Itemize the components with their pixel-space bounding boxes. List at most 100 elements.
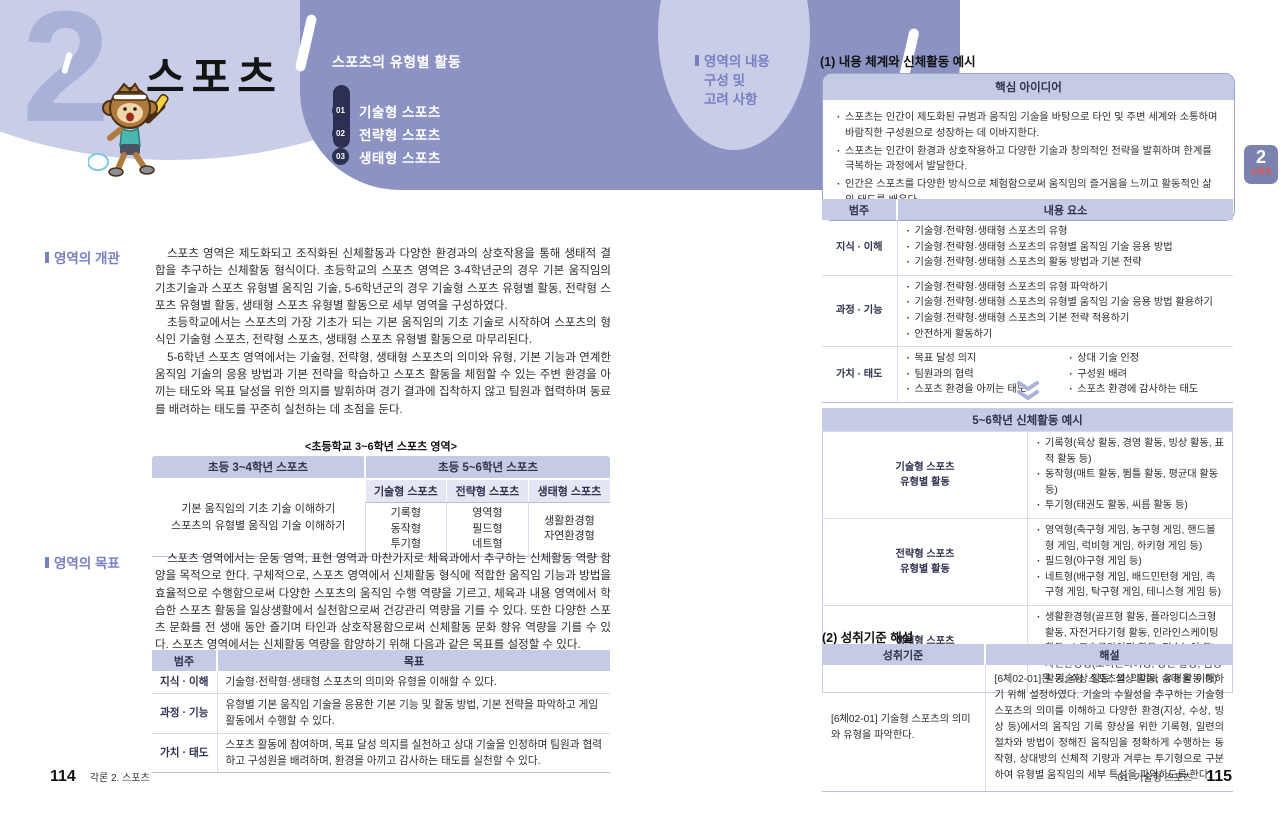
content-items-cell: 기술형·전략형·생태형 스포츠의 유형기술형·전략형·생태형 스포츠의 유형별 … [897,220,1233,276]
category-line: 기술형 스포츠 [895,461,955,473]
subsection-title-1: (1) 내용 체계와 신체활동 예시 [820,55,976,69]
table-cell-line: 영역형 [472,507,503,519]
overview-paragraphs: 스포츠 영역은 제도화되고 조직화된 신체활동과 다양한 환경과의 상호작용을 … [155,246,611,419]
activity-item: 동작형(매트 활동, 뜀틀 활동, 평균대 활동 등) [1036,467,1224,498]
section-heading-goal: 영역의 목표 [45,554,120,573]
mascot-monkey-illustration [88,82,169,177]
achievement-standards-table: 성취기준 해설 [6체02-01] 기술형 스포츠의 의미와 유형을 파악한다.… [822,644,1233,792]
content-item: 안전하게 활동하기 [906,327,1226,343]
subsection-title-2: (2) 성취기준 해설 [822,631,914,645]
category-cell: 가치 · 태도 [822,346,898,403]
category-cell: 지식 · 이해 [822,220,898,276]
category-line: 생태형 스포츠 [895,635,955,647]
category-line: 유형별 활동 [900,476,950,488]
activity-item: 네트형(배구형 게임, 배드민턴형 게임, 족구형 게임, 탁구형 게임, 테니… [1036,570,1224,601]
content-item: 기술형·전략형·생태형 스포츠의 유형 파악하기 [906,280,1226,296]
content-item: 구성원 배려 [1068,367,1225,383]
content-item: 팀원과의 협력 [906,367,1063,383]
area-table: 초등 3~4학년 스포츠 초등 5~6학년 스포츠 기본 움직임의 기초 기술 … [152,456,610,557]
table-row: 과정 · 기능 유형별 기본 움직임 기술을 응용한 기본 기능 및 활동 방법,… [152,693,610,734]
content-item: 스포츠 환경을 아끼는 태도 [906,382,1063,398]
content-item: 기술형·전략형·생태형 스포츠의 유형별 움직임 기술 응용 방법 [906,240,1226,256]
table-title: 5~6학년 신체활동 예시 [822,408,1233,432]
activity-item: 투기형(태권도 활동, 씨름 활동 등) [1036,498,1224,514]
content-item: 기술형·전략형·생태형 스포츠의 유형 [906,224,1226,240]
column-header: 범주 [152,650,218,671]
two-column-items: 목표 달성 의지팀원과의 협력스포츠 환경을 아끼는 태도상대 기술 인정구성원… [906,351,1226,398]
category-cell: 과정 · 기능 [822,275,898,348]
menu-number-badge: 03 [332,148,349,165]
paragraph: 스포츠 영역에서는 운동 영역, 표현 영역과 마찬가지로 체육과에서 추구하는… [155,553,611,652]
table-row: 과정 · 기능 기술형·전략형·생태형 스포츠의 유형 파악하기기술형·전략형·생… [822,275,1233,348]
activity-items-cell: 영역형(축구형 게임, 농구형 게임, 핸드볼형 게임, 럭비형 게임, 하키형… [1027,517,1233,606]
content-item: 기술형·전략형·생태형 스포츠의 기본 전략 적용하기 [906,311,1226,327]
activity-item: 영역형(축구형 게임, 농구형 게임, 핸드볼형 게임, 럭비형 게임, 하키형… [1036,523,1224,554]
table-cell: 기록형 동작형 투기형 [364,502,447,557]
table-row: 지식 · 이해 기술형·전략형·생태형 스포츠의 의미와 유형을 이해할 수 있다… [152,671,610,695]
column-subheader: 전략형 스포츠 [446,479,529,503]
chapter-menu-item: 01 기술형 스포츠 [332,102,461,120]
column-header: 내용 요소 [897,199,1233,220]
table-cell-line: 동작형 [390,522,422,535]
chapter-edge-tab: 2 스포츠 [1244,145,1278,184]
column-header: 초등 3~4학년 스포츠 [152,456,366,480]
column-header: 성취기준 [822,644,986,665]
standard-explanation-cell: [6체02-01]은 기술형 스포츠의 의미와 유형을 이해하기 위해 설정하였… [985,665,1233,792]
menu-number-badge: 01 [332,102,349,119]
goal-text-cell: 스포츠 활동에 참여하며, 목표 달성 의지를 실천하고 상대 기술을 인정하며… [217,733,610,774]
column-header: 초등 5~6학년 스포츠 [365,456,610,480]
goal-text-cell: 유형별 기본 움직임 기술을 응용한 기본 기능 및 활동 방법, 기본 전략을… [217,693,610,734]
category-cell: 지식 · 이해 [152,671,218,695]
paragraph: 5-6학년 스포츠 영역에서는 기술형, 전략형, 생태형 스포츠의 의미와 유… [155,351,611,416]
core-idea-title: 핵심 아이디어 [823,74,1234,100]
category-cell: 과정 · 기능 [152,693,218,734]
core-idea-bullet: 스포츠는 인간이 환경과 상호작용하고 다양한 기술과 창의적인 전략을 발휘하… [836,144,1221,176]
right-page-footer: 01. 기술형 스포츠 115 [1118,768,1232,786]
activity-item: 필드형(야구형 게임 등) [1036,554,1224,570]
menu-item-label: 생태형 스포츠 [359,150,441,166]
goal-text-cell: 기술형·전략형·생태형 스포츠의 의미와 유형을 이해할 수 있다. [217,671,610,695]
category-cell: 가치 · 태도 [152,733,218,774]
paragraph: 초등학교에서는 스포츠의 가장 기초가 되는 기본 움직임의 기초 기술로 시작… [155,317,611,347]
table-cell-line: 기록형 [390,507,422,519]
goal-table: 범주 목표 지식 · 이해 기술형·전략형·생태형 스포츠의 의미와 유형을 이해… [152,650,610,774]
content-item: 목표 달성 의지 [906,351,1063,367]
chapter-menu-title: 스포츠의 유형별 활동 [332,54,462,70]
table-cell: 기본 움직임의 기초 기술 이해하기 스포츠의 유형별 움직임 기술 이해하기 [152,479,365,557]
section-heading-label: 구성 및 [704,73,746,88]
activity-items-cell: 기록형(육상 활동, 경영 활동, 빙상 활동, 표적 활동 등)동작형(매트 … [1027,431,1233,519]
footer-section-label: 01. 기술형 스포츠 [1117,773,1193,784]
page-number: 114 [50,768,76,785]
category-line: 유형별 활동 [900,563,950,575]
section-heading-label: 영역의 목표 [54,556,120,571]
chapter-menu-item: 02 전략형 스포츠 [332,125,461,143]
table-row: 가치 · 태도목표 달성 의지팀원과의 협력스포츠 환경을 아끼는 태도상대 기… [822,346,1233,403]
content-items-cell: 목표 달성 의지팀원과의 협력스포츠 환경을 아끼는 태도상대 기술 인정구성원… [897,346,1233,403]
column-header: 해설 [985,644,1233,665]
table-cell-line: 기본 움직임의 기초 기술 이해하기 [181,502,336,515]
chevron-down-icon [1017,381,1039,400]
table-cell-line: 자연환경형 [544,530,595,543]
column-header: 범주 [822,199,898,220]
section-heading-overview: 영역의 개관 [45,249,120,268]
category-cell: 전략형 스포츠 유형별 활동 [822,517,1028,606]
goal-paragraphs: 스포츠 영역에서는 운동 영역, 표현 영역과 마찬가지로 체육과에서 추구하는… [155,551,611,655]
heading-marker [695,55,699,66]
chapter-title: 스포츠 [146,54,283,101]
column-subheader: 생태형 스포츠 [527,479,610,503]
section-heading-label: 고려 사항 [704,92,758,107]
content-item: 기술형·전략형·생태형 스포츠의 활동 방법과 기본 전략 [906,255,1226,271]
heading-marker [45,252,49,263]
table-cell-line: 생활환경형 [544,514,595,527]
section-heading-label: 영역의 내용 [704,54,770,69]
core-idea-bullet: 스포츠는 인간이 제도화된 규범과 움직임 기술을 바탕으로 타인 및 주변 세… [836,110,1221,142]
heading-marker [45,557,49,568]
chapter-menu-items: 01 기술형 스포츠 02 전략형 스포츠 03 생태형 스포츠 [332,102,461,166]
table-cell-line: 네트형 [472,538,503,551]
